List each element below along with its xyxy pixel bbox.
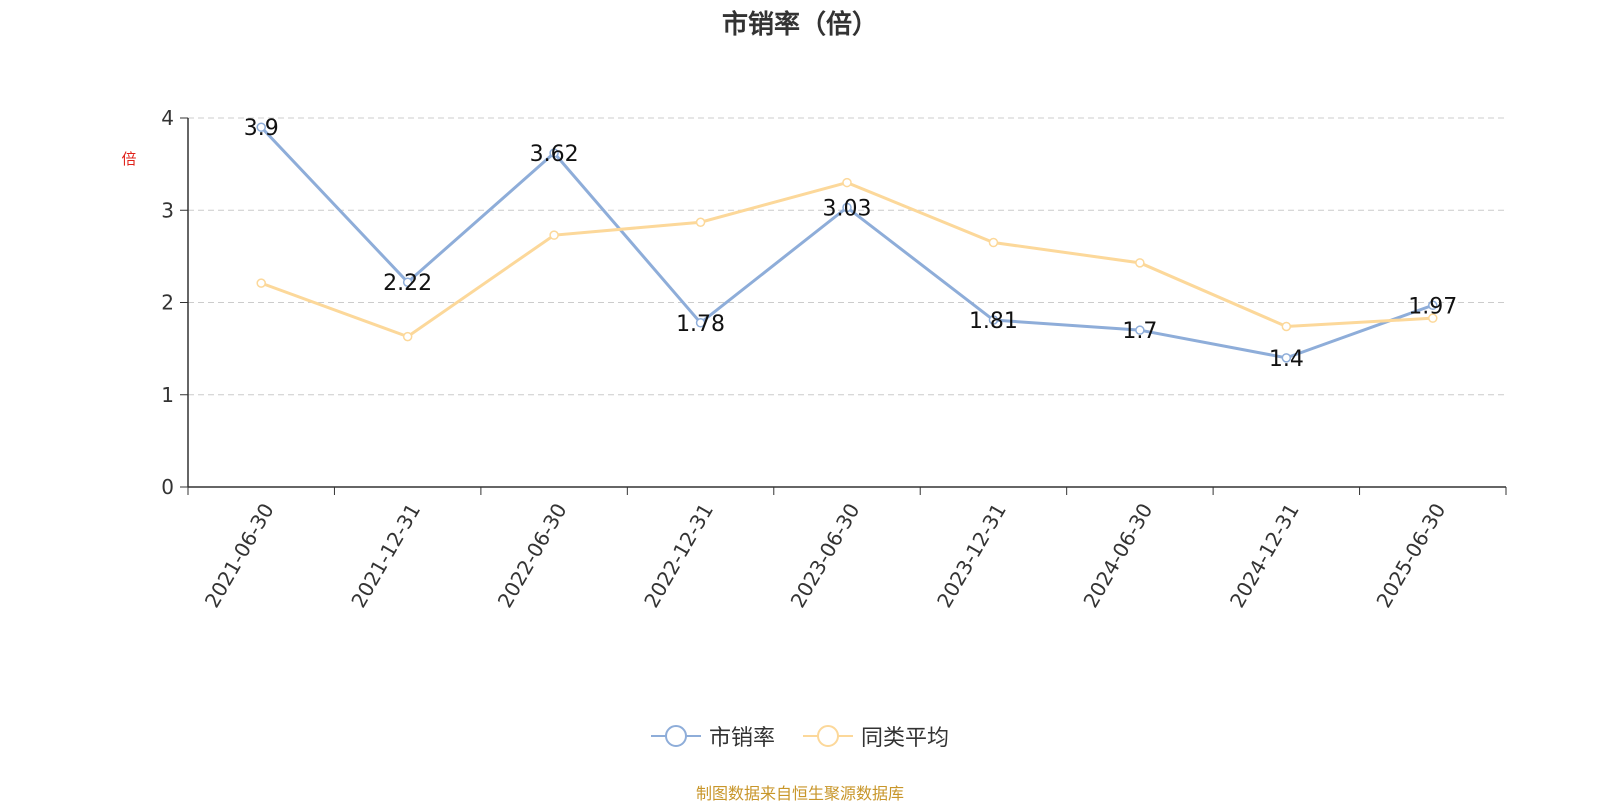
data-point (1135, 258, 1145, 268)
data-label: 1.97 (1408, 294, 1457, 319)
legend-item-series-1[interactable]: 市销率 (650, 720, 775, 752)
data-point (1428, 313, 1438, 323)
series-lines (256, 122, 1438, 363)
data-label: 1.78 (676, 312, 725, 337)
grid-lines (188, 117, 1506, 396)
legend-marker-icon (803, 725, 853, 747)
data-point (695, 318, 706, 328)
legend-label: 市销率 (708, 726, 775, 751)
legend: 市销率 同类平均 (0, 720, 1600, 752)
data-label: 1.81 (969, 309, 1018, 334)
legend-marker-icon (650, 725, 701, 747)
y-tick-label: 0 (161, 475, 174, 499)
x-tick-label: 2024-06-30 (1078, 499, 1157, 612)
data-point (256, 278, 266, 288)
data-point (549, 148, 559, 158)
data-point (1281, 353, 1292, 363)
chart-title: 市销率（倍） (721, 10, 878, 40)
data-label: 3.62 (530, 142, 579, 167)
data-point (402, 277, 413, 287)
data-point (988, 237, 999, 248)
data-point (402, 331, 413, 342)
axes: 0 1 2 3 4 2021-06-30 2021-12-31 2022-06-30 2022-… (161, 106, 1507, 612)
data-point (988, 315, 999, 325)
data-point (695, 217, 706, 227)
legend-label: 同类平均 (861, 726, 950, 751)
data-point (256, 122, 266, 132)
series-line-1 (260, 126, 1434, 360)
x-tick-label: 2021-12-31 (346, 499, 425, 612)
data-point (1135, 325, 1145, 335)
x-tick-label: 2022-06-30 (493, 499, 572, 612)
x-tick-label: 2021-06-30 (200, 499, 279, 612)
data-label: 1.7 (1122, 319, 1157, 344)
x-tick-label: 2023-06-30 (786, 499, 865, 612)
y-tick-label: 1 (161, 383, 174, 407)
x-tick-label: 2024-12-31 (1225, 499, 1304, 612)
data-point (1281, 321, 1292, 332)
data-point (549, 230, 559, 240)
data-point (842, 177, 852, 188)
x-tick-label: 2022-12-31 (639, 499, 718, 612)
data-label: 2.22 (383, 271, 432, 296)
data-source-note: 制图数据来自恒生聚源数据库 (695, 784, 904, 803)
data-point (1428, 300, 1438, 311)
data-point (842, 202, 852, 213)
data-label: 1.4 (1269, 347, 1304, 372)
data-labels: 3.9 2.22 3.62 1.78 3.03 1.81 1.7 1.4 1.97 (244, 116, 1458, 372)
data-label: 3.03 (823, 196, 872, 221)
y-tick-label: 4 (161, 106, 174, 130)
x-tick-label: 2025-06-30 (1371, 499, 1450, 612)
data-label: 3.9 (244, 116, 279, 141)
legend-item-series-2[interactable]: 同类平均 (803, 720, 949, 752)
y-axis-label: 倍 (121, 150, 137, 168)
y-tick-label: 3 (161, 198, 174, 222)
x-tick-label: 2023-12-31 (932, 499, 1011, 612)
y-tick-label: 2 (161, 291, 174, 315)
